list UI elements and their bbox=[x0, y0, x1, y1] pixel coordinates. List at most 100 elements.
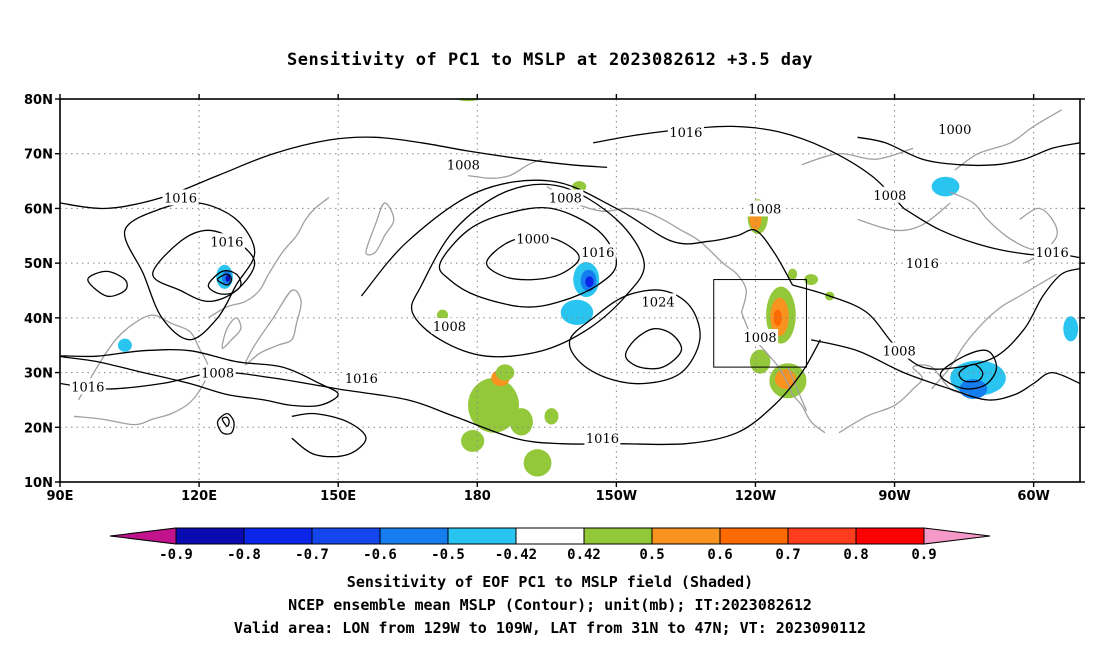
colorbar-swatch bbox=[651, 527, 721, 545]
contour-label: 1016 bbox=[1036, 246, 1069, 261]
contour-label: 1016 bbox=[210, 235, 243, 250]
coastline bbox=[208, 196, 330, 319]
contour-label: 1016 bbox=[581, 246, 614, 261]
y-tick-label: 80N bbox=[24, 93, 53, 108]
y-tick-label: 50N bbox=[24, 257, 53, 272]
colorbar-label: -0.7 bbox=[295, 547, 329, 563]
y-tick-label: 70N bbox=[24, 148, 53, 163]
colorbar-label: -0.42 bbox=[495, 547, 537, 563]
isobar bbox=[221, 416, 230, 427]
sensitivity-patch bbox=[461, 430, 485, 452]
contour-label-bg bbox=[667, 123, 704, 140]
contour-label-bg bbox=[343, 370, 380, 387]
colorbar-label: 0.7 bbox=[775, 547, 800, 563]
isobar bbox=[360, 179, 794, 297]
isobar bbox=[152, 229, 256, 303]
contour-label-bg bbox=[162, 189, 199, 206]
coastline bbox=[787, 366, 808, 412]
contour-label-bg bbox=[881, 342, 918, 359]
contour-label: 1008 bbox=[549, 191, 582, 206]
contour-label-bg bbox=[208, 233, 245, 250]
x-tick-label: 180 bbox=[464, 489, 491, 504]
sensitivity-patch bbox=[931, 176, 960, 197]
isobar bbox=[939, 349, 998, 390]
isobar bbox=[291, 412, 367, 458]
contour-label-bg bbox=[584, 430, 621, 447]
sensitivity-patch bbox=[1063, 316, 1079, 342]
isobar bbox=[207, 270, 242, 295]
sensitivity-patch bbox=[468, 378, 519, 433]
sensitivity-patch bbox=[117, 338, 132, 352]
contour-label-bg bbox=[69, 378, 106, 395]
page-title: Sensitivity of PC1 to MSLP at 2023082612… bbox=[286, 50, 813, 70]
isobar bbox=[410, 183, 645, 358]
contour-label-bg bbox=[746, 200, 783, 217]
colorbar-swatch bbox=[583, 527, 653, 545]
contour-label-bg bbox=[547, 189, 584, 206]
contour-labels: 1016 1000 1008 1008 1016 1008 1008 1000 1016 1016… bbox=[69, 121, 1071, 447]
isobar bbox=[857, 136, 1080, 167]
sensitivity-patch bbox=[509, 408, 533, 436]
contour-label: 1016 bbox=[71, 380, 104, 395]
valid-area-box bbox=[713, 279, 807, 368]
sensitivity-patch bbox=[773, 309, 782, 327]
map-frame bbox=[59, 98, 1081, 483]
map-plot-area bbox=[60, 99, 1080, 482]
isobar bbox=[438, 206, 618, 308]
contour-label-bg bbox=[871, 186, 908, 203]
isobar bbox=[792, 267, 1080, 370]
x-tick-label: 150E bbox=[320, 489, 356, 504]
colorbar-label: 0.5 bbox=[639, 547, 664, 563]
contour-label-bg bbox=[514, 230, 551, 247]
colorbar-high-arrow bbox=[923, 527, 991, 545]
isobar bbox=[216, 412, 235, 435]
isobar bbox=[958, 363, 984, 383]
contour-label-bg bbox=[936, 121, 973, 138]
contour-label-bg bbox=[199, 364, 236, 381]
contour-label: 1016 bbox=[586, 432, 619, 447]
isobar bbox=[60, 136, 608, 210]
colorbar-swatch bbox=[447, 527, 517, 545]
coastline bbox=[73, 314, 210, 426]
contour-label-bg bbox=[904, 255, 941, 272]
colorbar-label: 0.9 bbox=[911, 547, 936, 563]
colorbar-label: -0.9 bbox=[159, 547, 193, 563]
contour-label: 1000 bbox=[938, 123, 971, 138]
colorbar-label: 0.42 bbox=[567, 547, 601, 563]
x-tick-label: 90E bbox=[47, 489, 74, 504]
contour-label: 1024 bbox=[642, 295, 675, 310]
coastline bbox=[838, 364, 969, 434]
colorbar-label: -0.8 bbox=[227, 547, 261, 563]
isobar bbox=[60, 349, 339, 408]
colorbar: -0.9 -0.8 -0.7 -0.6 -0.5 -0.42 0.42 0.5 0.6 0.7 0.… bbox=[109, 527, 991, 563]
contour-label-bg bbox=[1034, 244, 1071, 261]
contour-label: 1016 bbox=[906, 257, 939, 272]
y-tick-label: 60N bbox=[24, 202, 53, 217]
colorbar-swatch bbox=[719, 527, 789, 545]
sensitivity-patch bbox=[544, 408, 559, 425]
contour-label: 1008 bbox=[447, 159, 480, 174]
colorbar-label: 0.8 bbox=[843, 547, 868, 563]
coastline bbox=[801, 147, 914, 166]
colorbar-label: -0.5 bbox=[431, 547, 465, 563]
colorbar-swatch bbox=[311, 527, 381, 545]
isobar bbox=[624, 327, 683, 370]
isobar bbox=[216, 273, 233, 286]
contour-label: 1008 bbox=[883, 345, 916, 360]
sensitivity-patch bbox=[804, 274, 819, 286]
isobar bbox=[60, 339, 821, 446]
contour-label-bg bbox=[742, 329, 779, 346]
coastline bbox=[931, 273, 1058, 390]
isobar bbox=[593, 125, 905, 209]
coastline bbox=[949, 191, 1044, 253]
coastline bbox=[954, 109, 1062, 171]
contour-label: 1008 bbox=[744, 331, 777, 346]
coastline bbox=[365, 202, 395, 256]
contour-label-bg bbox=[579, 244, 616, 261]
sensitivity-patch bbox=[495, 364, 515, 381]
contour-label: 1000 bbox=[516, 233, 549, 248]
colorbar-swatch bbox=[175, 527, 245, 545]
isobar bbox=[568, 289, 701, 385]
x-tick-label: 60W bbox=[1017, 489, 1049, 504]
